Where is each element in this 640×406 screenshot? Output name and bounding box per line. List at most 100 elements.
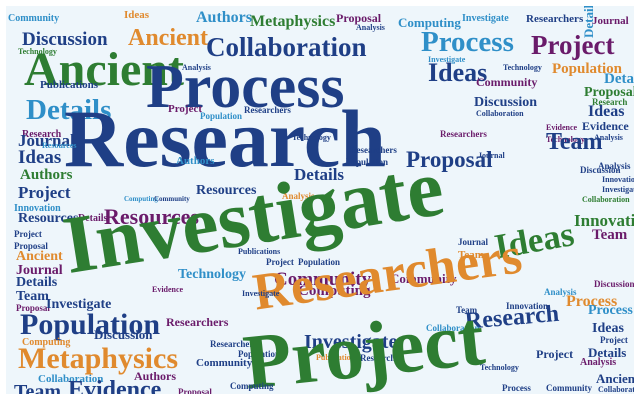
cloud-word-proposal: Proposal (16, 303, 50, 313)
cloud-word-community: Community (154, 195, 190, 203)
cloud-word-community: Community (196, 357, 253, 369)
cloud-word-discussion: Discussion (22, 29, 108, 50)
cloud-word-community: Community (390, 271, 457, 286)
cloud-word-researchers: Researchers (210, 339, 257, 349)
cloud-word-ideas: Ideas (592, 321, 624, 336)
cloud-word-evidence: Evidence (152, 285, 184, 294)
cloud-word-proposal: Proposal (336, 11, 382, 25)
cloud-word-innovation: Innovation (574, 211, 634, 230)
cloud-word-resources: Resources (196, 183, 257, 198)
cloud-word-authors: Authors (176, 155, 215, 167)
cloud-word-collaboration: Collaboration (582, 195, 630, 204)
cloud-word-discussion: Discussion (594, 279, 634, 289)
cloud-word-authors: Authors (134, 369, 177, 383)
cloud-word-innovation: Innovation (506, 301, 549, 311)
cloud-word-research: Research (360, 353, 396, 363)
cloud-word-ideas: Ideas (124, 9, 150, 21)
cloud-word-team: Team (14, 381, 62, 394)
cloud-word-innovation: Innovation (14, 203, 61, 214)
cloud-word-population: Population (298, 257, 341, 267)
cloud-word-investigate: Investigate (242, 289, 280, 298)
cloud-word-discussion: Discussion (580, 165, 621, 175)
cloud-word-authors: Authors (196, 9, 253, 26)
cloud-word-resources: Resources (42, 141, 77, 150)
cloud-word-resources: Resources (104, 204, 199, 229)
cloud-word-discussion: Discussion (94, 327, 153, 342)
cloud-word-project: Project (168, 103, 202, 115)
cloud-word-analysis: Analysis (580, 357, 617, 368)
cloud-word-process: Process (421, 26, 514, 58)
cloud-word-community: Community (8, 13, 60, 24)
cloud-word-collaboration: Collaboration (38, 373, 104, 385)
cloud-word-population: Population (552, 61, 623, 77)
cloud-word-details: Details (604, 71, 634, 87)
cloud-word-investigate: Investigate (428, 55, 466, 64)
cloud-word-computing: Computing (124, 195, 158, 203)
cloud-word-analysis: Analysis (356, 23, 385, 32)
cloud-word-technology: Technology (546, 135, 585, 144)
cloud-word-proposal: Proposal (14, 241, 48, 251)
cloud-word-team: Team (16, 289, 49, 304)
cloud-word-researchers: Researchers (440, 129, 487, 139)
cloud-word-project: Project (266, 257, 294, 267)
cloud-word-investigate: Investigate (602, 185, 634, 194)
cloud-word-researchers: Researchers (166, 315, 229, 329)
cloud-word-proposal: Proposal (406, 147, 493, 172)
cloud-word-investigate: Investigate (304, 331, 398, 353)
cloud-word-team: Team (458, 249, 484, 261)
cloud-word-analysis: Analysis (544, 287, 577, 297)
cloud-word-ancient: Ancient (24, 43, 184, 96)
cloud-word-population: Population (238, 349, 281, 359)
cloud-word-investigate: Investigate (462, 13, 509, 24)
cloud-word-process: Process (502, 383, 531, 393)
cloud-word-journal: Journal (458, 237, 489, 247)
cloud-word-community: Community (546, 383, 593, 393)
cloud-word-publications: Publications (238, 247, 281, 256)
cloud-word-technology: Technology (480, 363, 519, 372)
cloud-word-technology: Technology (503, 63, 542, 72)
cloud-word-population: Population (346, 157, 389, 167)
cloud-word-details: Details (26, 94, 112, 126)
cloud-word-journal: Journal (18, 131, 75, 150)
cloud-word-publications: Publications (316, 353, 359, 362)
cloud-word-ideas: Ideas (18, 147, 62, 168)
cloud-word-journal: Journal (478, 151, 505, 160)
cloud-word-computing: Computing (230, 381, 274, 391)
cloud-word-project: Project (536, 347, 574, 361)
cloud-word-details: Details (16, 275, 58, 290)
cloud-word-project: Project (600, 335, 628, 345)
cloud-word-journal: Journal (16, 263, 63, 278)
cloud-word-evidence: Evidence (68, 377, 162, 394)
cloud-word-team: Team (592, 227, 628, 243)
cloud-word-project: Project (531, 30, 615, 60)
cloud-word-evidence: Evidence (582, 119, 629, 133)
cloud-word-computing: Computing (398, 15, 461, 30)
cloud-word-details: Details (588, 345, 627, 360)
cloud-word-journal: Journal (592, 15, 629, 27)
cloud-word-population: Population (20, 308, 161, 341)
cloud-word-authors: Authors (20, 167, 73, 183)
cloud-word-metaphysics: Metaphysics (250, 13, 336, 30)
cloud-word-technology: Technology (292, 133, 331, 142)
cloud-word-process: Process (588, 303, 633, 318)
cloud-word-collaboration: Collaboration (426, 323, 480, 333)
cloud-word-ancient: Ancient (128, 25, 208, 51)
cloud-word-details: Details (78, 213, 108, 224)
cloud-word-community: Community (476, 75, 538, 89)
cloud-word-process: Process (146, 53, 345, 121)
cloud-word-project: Project (14, 229, 42, 239)
cloud-word-metaphysics: Metaphysics (18, 342, 178, 375)
word-cloud-image: Community Ideas Authors Metaphysics Proposal… (6, 6, 634, 394)
cloud-word-resources: Resources (18, 211, 79, 226)
cloud-word-research: Research (592, 97, 628, 107)
cloud-word-computing: Computing (298, 283, 371, 299)
cloud-word-analysis: Analysis (182, 63, 211, 72)
cloud-word-research: Research (64, 93, 386, 184)
cloud-word-team: Team (456, 305, 478, 315)
cloud-word-details: Details (294, 165, 345, 184)
cloud-word-details: Details (581, 6, 596, 38)
cloud-word-publications: Publications (40, 79, 99, 91)
cloud-word-research: Research (22, 129, 62, 140)
cloud-word-team: Team (546, 129, 603, 155)
cloud-word-analysis: Analysis (282, 191, 315, 201)
